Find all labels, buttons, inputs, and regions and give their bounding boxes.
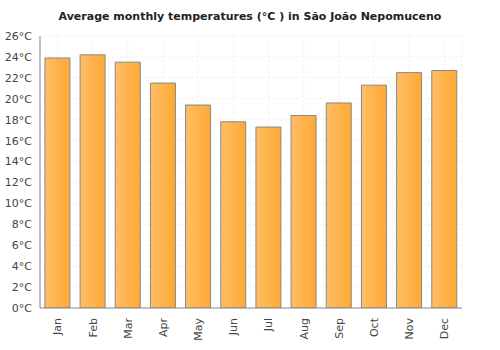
svg-text:Apr: Apr (157, 318, 170, 338)
html-text:Average monthly temperatures (: Average monthly temperatures (°C ) in Sã… (58, 10, 442, 23)
svg-text:18°C: 18°C (8, 114, 32, 127)
svg-text:12°C: 12°C (8, 176, 32, 189)
svg-text:Nov: Nov (403, 318, 416, 340)
svg-text:0°C: 0°C (12, 302, 32, 315)
svg-text:Mar: Mar (122, 318, 135, 339)
svg-text:Sep: Sep (333, 318, 346, 339)
svg-text:20°C: 20°C (8, 93, 32, 106)
svg-text:Oct: Oct (368, 317, 381, 337)
svg-text:26°C: 26°C (8, 30, 32, 43)
svg-text:4°C: 4°C (12, 260, 32, 273)
svg-text:Dec: Dec (438, 318, 451, 339)
svg-text:22°C: 22°C (8, 72, 32, 85)
svg-text:Aug: Aug (298, 318, 311, 339)
svg-text:Jun: Jun (227, 318, 240, 336)
svg-text:8°C: 8°C (12, 218, 32, 231)
svg-text:24°C: 24°C (8, 51, 32, 64)
svg-text:2°C: 2°C (12, 281, 32, 294)
svg-text:Jul: Jul (262, 318, 275, 332)
svg-text:Jan: Jan (51, 318, 64, 336)
svg-text:16°C: 16°C (8, 135, 32, 148)
svg-text:6°C: 6°C (12, 239, 32, 252)
svg-text:14°C: 14°C (8, 155, 32, 168)
svg-text:10°C: 10°C (8, 197, 32, 210)
svg-text:May: May (192, 318, 205, 341)
svg-text:Feb: Feb (87, 318, 100, 337)
